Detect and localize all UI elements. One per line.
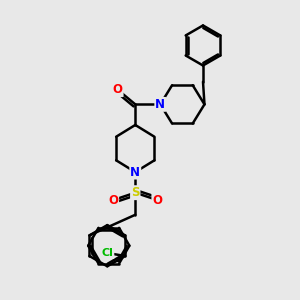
Text: S: S	[131, 186, 140, 199]
Text: O: O	[108, 194, 118, 207]
Text: N: N	[130, 166, 140, 178]
Text: O: O	[112, 83, 123, 96]
Text: N: N	[155, 98, 165, 111]
Text: Cl: Cl	[102, 248, 113, 258]
Text: O: O	[152, 194, 162, 207]
